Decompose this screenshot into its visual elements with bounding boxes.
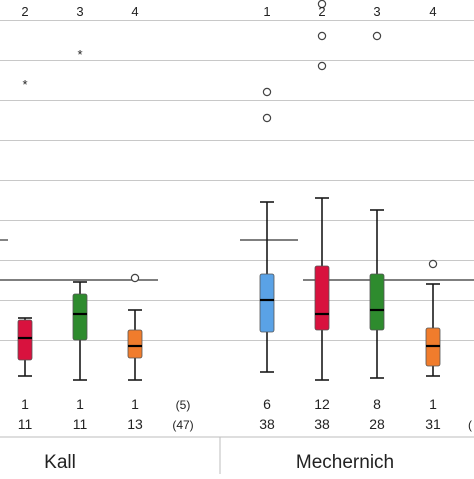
count-label-partial: ( bbox=[468, 418, 472, 432]
gridlines bbox=[0, 20, 474, 474]
box-iqr bbox=[72, 293, 88, 341]
group-label: Mechernich bbox=[296, 452, 394, 473]
box-iqr bbox=[369, 273, 385, 331]
boxes: ** bbox=[17, 0, 441, 381]
outlier-point bbox=[372, 31, 382, 41]
outlier-point bbox=[428, 259, 438, 269]
count-label-top: 1 bbox=[131, 396, 139, 412]
category-label: 2 bbox=[318, 4, 325, 19]
outlier-point bbox=[130, 273, 140, 283]
count-label-bottom: 31 bbox=[425, 416, 441, 432]
count-label-top: 1 bbox=[21, 396, 29, 412]
box-iqr bbox=[127, 329, 143, 359]
count-label-bottom: 38 bbox=[314, 416, 330, 432]
count-label-bottom: 11 bbox=[18, 416, 33, 432]
category-label: 3 bbox=[373, 4, 380, 19]
outlier-point bbox=[317, 0, 327, 9]
category-label: 4 bbox=[429, 4, 436, 19]
category-label: 2 bbox=[21, 4, 28, 19]
count-label-top: 8 bbox=[373, 396, 381, 412]
labels: 211131114113(5)(47)Kall16382123838284131… bbox=[18, 4, 472, 473]
category-label: 4 bbox=[131, 4, 138, 19]
category-label: 1 bbox=[263, 4, 270, 19]
box-iqr bbox=[17, 319, 33, 361]
count-label-bottom: (47) bbox=[172, 418, 193, 432]
count-label-bottom: 28 bbox=[369, 416, 385, 432]
outlier-extreme: * bbox=[77, 47, 82, 62]
outlier-point bbox=[262, 113, 272, 123]
outlier-point bbox=[262, 87, 272, 97]
box-iqr bbox=[259, 273, 275, 333]
box-iqr bbox=[314, 265, 330, 331]
count-label-bottom: 13 bbox=[127, 416, 143, 432]
count-label-top: 1 bbox=[76, 396, 84, 412]
category-label: 3 bbox=[76, 4, 83, 19]
count-label-top: 6 bbox=[263, 396, 271, 412]
outlier-point bbox=[317, 31, 327, 41]
count-label-top: 1 bbox=[429, 396, 437, 412]
count-label-top: 12 bbox=[314, 396, 330, 412]
group-label: Kall bbox=[44, 452, 76, 473]
count-label-bottom: 38 bbox=[259, 416, 275, 432]
outlier-point bbox=[317, 61, 327, 71]
outlier-extreme: * bbox=[22, 77, 27, 92]
count-label-bottom: 11 bbox=[73, 416, 88, 432]
count-label-top: (5) bbox=[176, 398, 191, 412]
